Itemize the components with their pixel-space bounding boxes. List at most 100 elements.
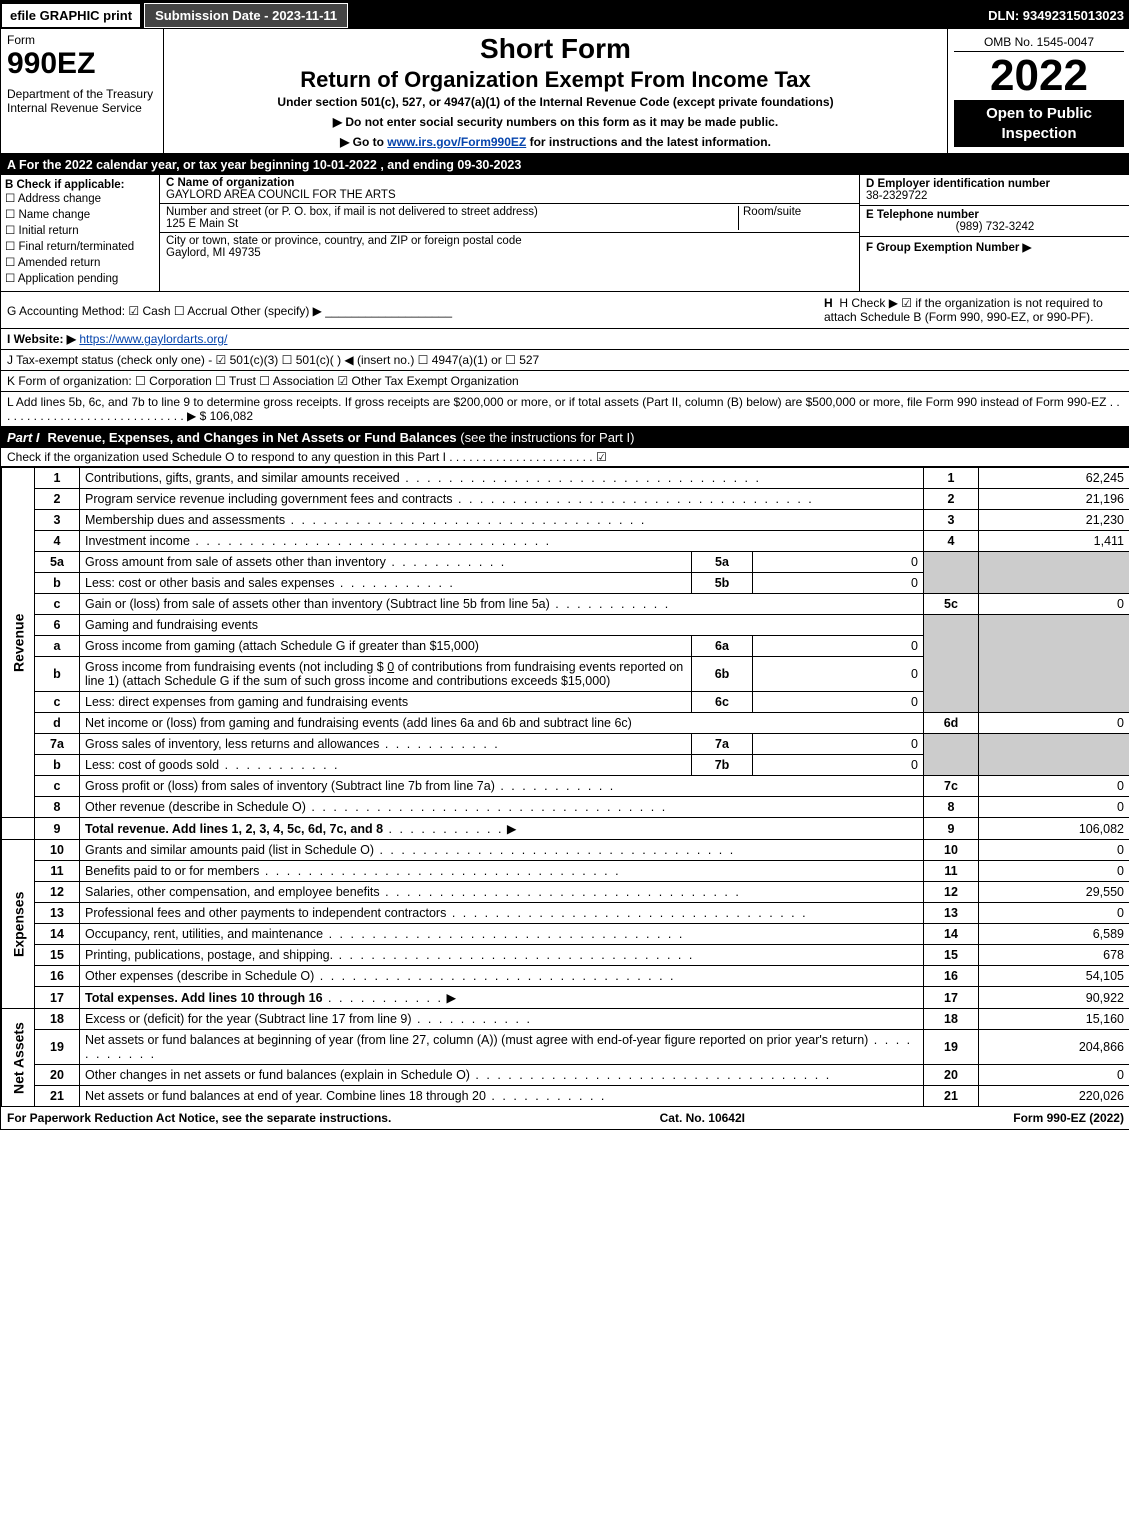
form-title-block: Short Form Return of Organization Exempt…: [164, 29, 947, 153]
top-bar: efile GRAPHIC print Submission Date - 20…: [1, 1, 1129, 29]
line-8-ref: 8: [924, 797, 979, 818]
city-label: City or town, state or province, country…: [166, 235, 522, 247]
line-7b-desc: Less: cost of goods sold: [85, 758, 340, 772]
section-a-tax-year: A For the 2022 calendar year, or tax yea…: [1, 155, 1129, 175]
line-6b-desc: Gross income from fundraising events (no…: [80, 657, 692, 692]
footer-right: Form 990-EZ (2022): [1013, 1111, 1124, 1125]
line-13-ref: 13: [924, 903, 979, 924]
form-subtitle: Return of Organization Exempt From Incom…: [172, 67, 939, 93]
part-i-table: Revenue 1 Contributions, gifts, grants, …: [1, 467, 1129, 1107]
line-4-val: 1,411: [979, 531, 1129, 552]
line-7c-desc: Gross profit or (loss) from sales of inv…: [85, 779, 615, 793]
phone-label: E Telephone number: [866, 209, 979, 221]
line-20-ref: 20: [924, 1065, 979, 1086]
line-11-desc: Benefits paid to or for members: [85, 864, 621, 878]
website-label: I Website: ▶: [7, 332, 76, 346]
section-h-schedule-b: H H Check ▶ ☑ if the organization is not…: [818, 292, 1129, 328]
section-l-text: L Add lines 5b, 6c, and 7b to line 9 to …: [7, 395, 1120, 423]
line-6a-sval: 0: [753, 636, 924, 657]
line-1-val: 62,245: [979, 468, 1129, 489]
section-i-website: I Website: ▶ https://www.gaylordarts.org…: [1, 329, 1129, 350]
line-19-desc: Net assets or fund balances at beginning…: [85, 1033, 912, 1061]
line-6d-ref: 6d: [924, 713, 979, 734]
section-c-org-info: C Name of organization GAYLORD AREA COUN…: [160, 175, 860, 291]
line-13-no: 13: [35, 903, 80, 924]
goto-prefix: ▶ Go to: [340, 135, 387, 149]
check-address-change[interactable]: ☐ Address change: [5, 191, 155, 205]
line-1-ref: 1: [924, 468, 979, 489]
check-name-change[interactable]: ☐ Name change: [5, 207, 155, 221]
check-application-pending[interactable]: ☐ Application pending: [5, 271, 155, 285]
line-18-ref: 18: [924, 1009, 979, 1030]
line-5c-desc: Gain or (loss) from sale of assets other…: [85, 597, 670, 611]
goto-suffix: for instructions and the latest informat…: [526, 135, 771, 149]
line-19-val: 204,866: [979, 1030, 1129, 1065]
line-5a-sval: 0: [753, 552, 924, 573]
check-final-return[interactable]: ☐ Final return/terminated: [5, 239, 155, 253]
line-6c-sref: 6c: [692, 692, 753, 713]
check-initial-return[interactable]: ☐ Initial return: [5, 223, 155, 237]
line-2-val: 21,196: [979, 489, 1129, 510]
line-5b-sval: 0: [753, 573, 924, 594]
line-9-ref: 9: [924, 818, 979, 840]
line-10-no: 10: [35, 840, 80, 861]
line-4-ref: 4: [924, 531, 979, 552]
website-link[interactable]: https://www.gaylordarts.org/: [79, 332, 227, 346]
part-i-sub: (see the instructions for Part I): [460, 430, 634, 445]
line-19-ref: 19: [924, 1030, 979, 1065]
dln-number: DLN: 93492315013023: [982, 8, 1129, 23]
line-7c-ref: 7c: [924, 776, 979, 797]
line-7a-sref: 7a: [692, 734, 753, 755]
line-11-no: 11: [35, 861, 80, 882]
form-title: Short Form: [172, 33, 939, 65]
line-17-no: 17: [35, 987, 80, 1009]
section-j-tax-status: J Tax-exempt status (check only one) - ☑…: [1, 350, 1129, 371]
line-7a-sval: 0: [753, 734, 924, 755]
line-16-desc: Other expenses (describe in Schedule O): [85, 969, 676, 983]
goto-line: ▶ Go to www.irs.gov/Form990EZ for instru…: [172, 135, 939, 149]
street-value: 125 E Main St: [166, 218, 238, 230]
line-6d-desc: Net income or (loss) from gaming and fun…: [80, 713, 924, 734]
ein-label: D Employer identification number: [866, 178, 1050, 190]
line-2-desc: Program service revenue including govern…: [85, 492, 814, 506]
line-6c-desc: Less: direct expenses from gaming and fu…: [80, 692, 692, 713]
expenses-sidelabel: Expenses: [2, 840, 35, 1009]
line-7a-no: 7a: [35, 734, 80, 755]
inspection-badge: Open to Public Inspection: [954, 100, 1124, 147]
form-id-block: Form 990EZ Department of the Treasury In…: [1, 29, 164, 153]
line-3-val: 21,230: [979, 510, 1129, 531]
line-6-desc: Gaming and fundraising events: [80, 615, 924, 636]
footer-row: For Paperwork Reduction Act Notice, see …: [1, 1107, 1129, 1129]
tax-year: 2022: [954, 52, 1124, 100]
efile-print-button[interactable]: efile GRAPHIC print: [1, 3, 141, 28]
line-21-val: 220,026: [979, 1086, 1129, 1107]
line-6d-val: 0: [979, 713, 1129, 734]
line-3-no: 3: [35, 510, 80, 531]
line-6b-sref: 6b: [692, 657, 753, 692]
line-4-desc: Investment income: [85, 534, 551, 548]
form-header: Form 990EZ Department of the Treasury In…: [1, 29, 1129, 155]
line-20-desc: Other changes in net assets or fund bala…: [85, 1068, 831, 1082]
line-20-no: 20: [35, 1065, 80, 1086]
line-8-val: 0: [979, 797, 1129, 818]
line-12-no: 12: [35, 882, 80, 903]
line-6b-sval: 0: [753, 657, 924, 692]
part-i-label: Part I: [7, 430, 48, 445]
line-18-val: 15,160: [979, 1009, 1129, 1030]
line-7c-no: c: [35, 776, 80, 797]
part-i-header: Part I Revenue, Expenses, and Changes in…: [1, 427, 1129, 448]
line-6c-no: c: [35, 692, 80, 713]
line-21-no: 21: [35, 1086, 80, 1107]
street-label: Number and street (or P. O. box, if mail…: [166, 206, 538, 218]
line-5c-no: c: [35, 594, 80, 615]
line-5c-val: 0: [979, 594, 1129, 615]
line-16-no: 16: [35, 966, 80, 987]
irs-link[interactable]: www.irs.gov/Form990EZ: [387, 135, 526, 149]
line-21-ref: 21: [924, 1086, 979, 1107]
section-l-amount: 106,082: [210, 409, 253, 423]
check-amended-return[interactable]: ☐ Amended return: [5, 255, 155, 269]
form-number: 990EZ: [7, 47, 157, 81]
section-k-org-form: K Form of organization: ☐ Corporation ☐ …: [1, 371, 1129, 392]
line-7c-val: 0: [979, 776, 1129, 797]
netassets-sidelabel: Net Assets: [2, 1009, 35, 1107]
